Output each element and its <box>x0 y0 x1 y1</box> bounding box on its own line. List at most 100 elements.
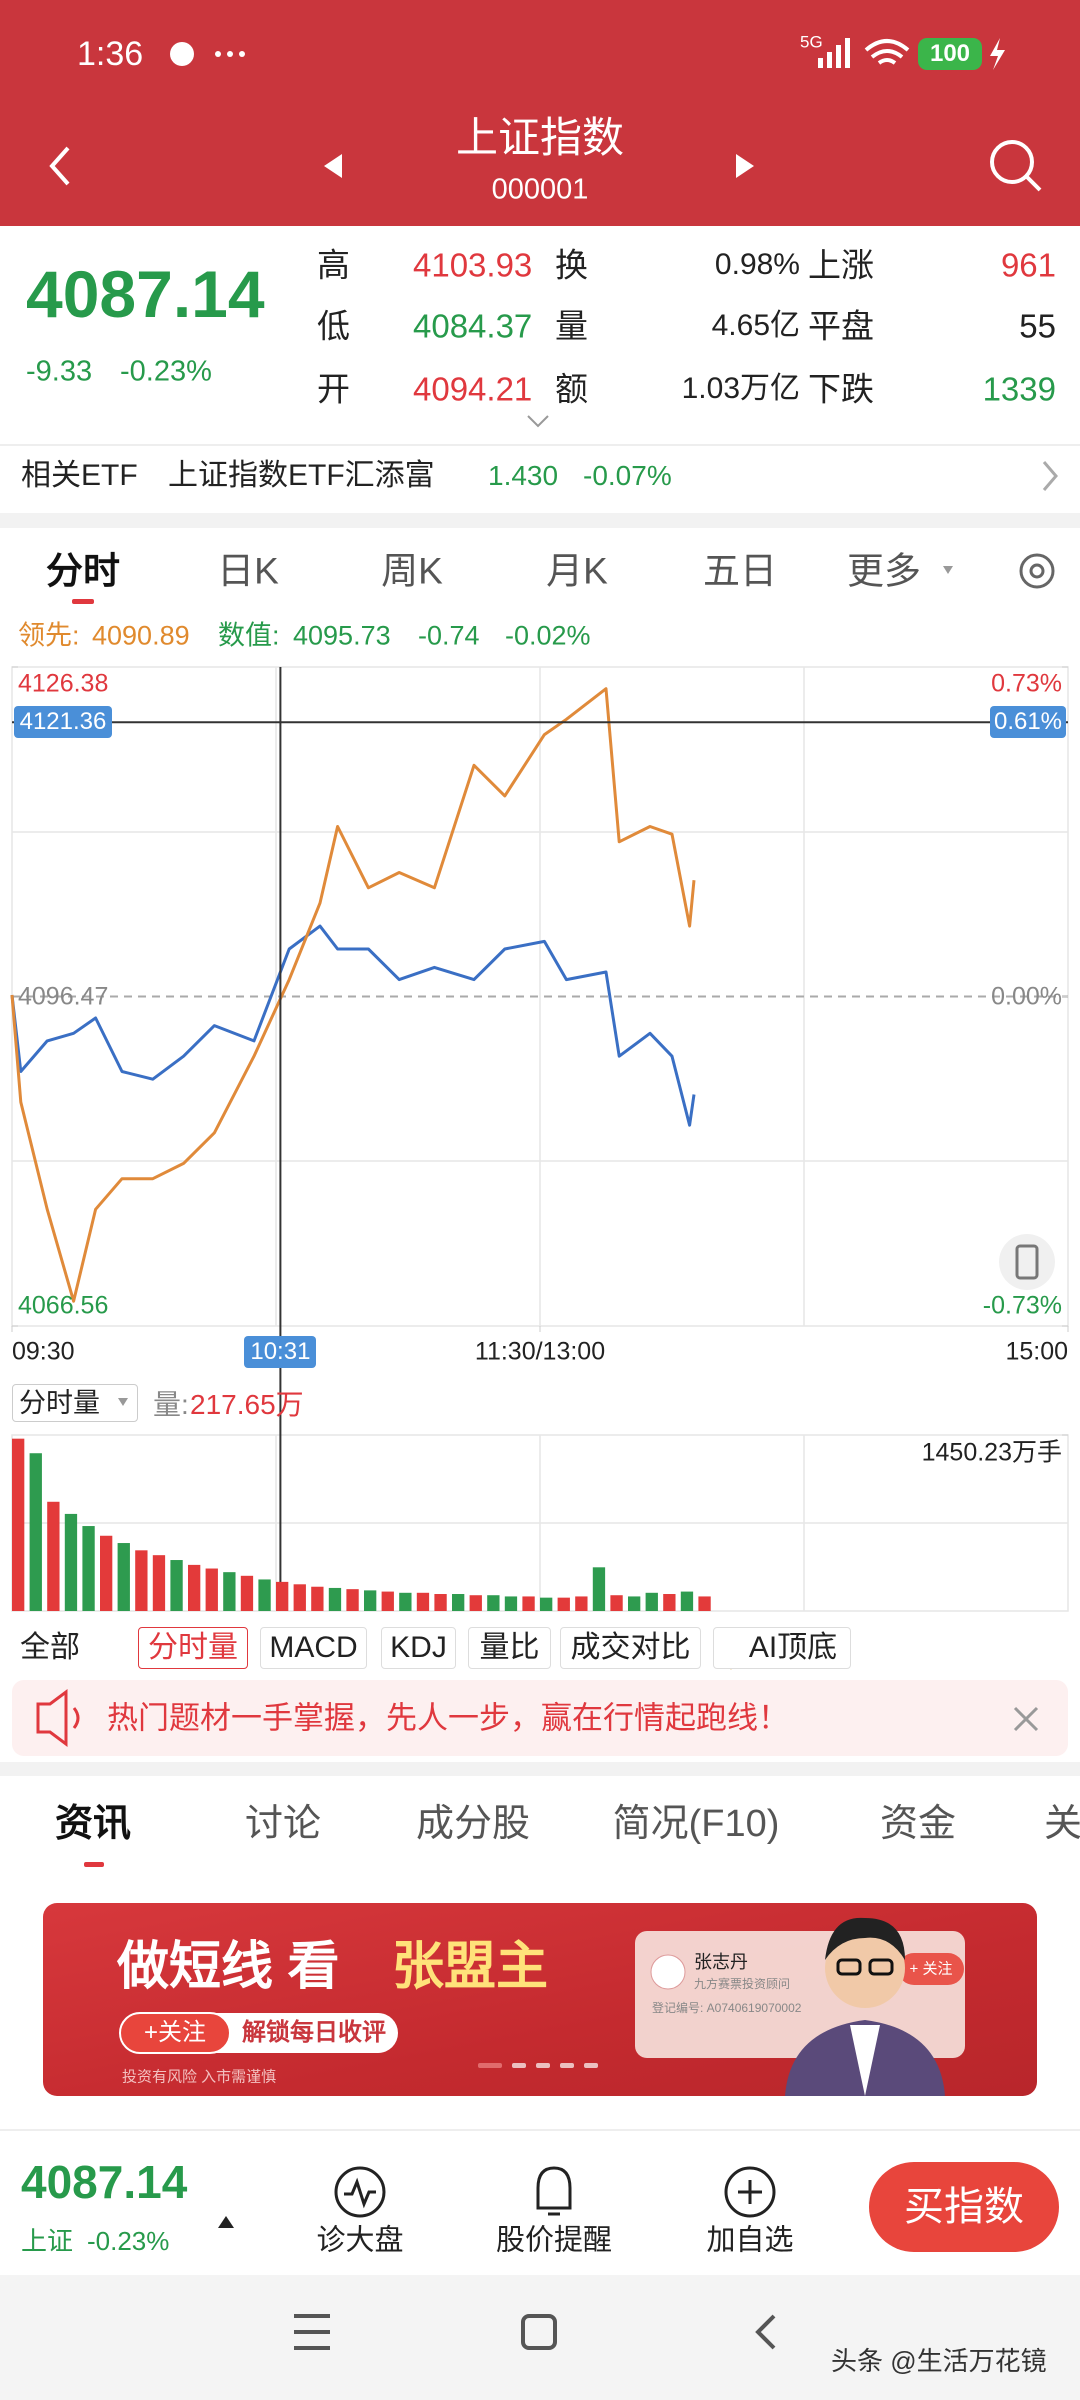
search-button[interactable] <box>990 140 1034 184</box>
stat-label: 下跌 <box>808 370 874 408</box>
indicator-button[interactable]: 分时量 <box>138 1627 248 1669</box>
etf-arrow[interactable] <box>1042 461 1058 491</box>
news-tab[interactable]: 关 <box>1043 1803 1080 1845</box>
price-change-pct: -0.23% <box>120 355 212 388</box>
etf-name[interactable]: 上证指数ETF汇添富 <box>168 459 435 492</box>
indicator-button[interactable]: KDJ <box>381 1627 456 1669</box>
network-type: 5G <box>800 32 823 52</box>
action-label[interactable]: 股价提醒 <box>495 2224 613 2257</box>
more-dot <box>215 51 221 57</box>
indicator-button[interactable]: MACD <box>260 1627 367 1669</box>
volume-bar <box>170 1560 183 1611</box>
news-tab[interactable]: 讨论 <box>244 1803 322 1845</box>
stock-code: 000001 <box>491 173 589 206</box>
etf-change: -0.07% <box>583 460 672 491</box>
stat-value: 4084.37 <box>413 307 533 345</box>
dropdown-arrow <box>118 1398 128 1406</box>
crosshair-y2-label: 0.61% <box>990 706 1066 739</box>
action-label[interactable]: 诊大盘 <box>316 2224 404 2257</box>
volume-bar <box>504 1596 518 1611</box>
stat-label: 高 <box>317 246 350 284</box>
back-nav-button[interactable] <box>755 2314 776 2350</box>
advisor-title: 九方赛票投资顾问 <box>694 1977 791 1991</box>
alert-icon[interactable] <box>536 2166 572 2216</box>
news-tab[interactable]: 资讯 <box>54 1803 132 1845</box>
expand-chevron[interactable] <box>527 415 549 428</box>
volume-bar <box>698 1596 711 1611</box>
buy-button[interactable] <box>869 2162 1059 2252</box>
news-tab[interactable]: 成分股 <box>415 1803 531 1845</box>
stat-value: 4103.93 <box>413 246 533 284</box>
volume-total-label: 量: <box>153 1389 189 1420</box>
section-gap <box>0 513 1080 528</box>
charging-icon <box>990 38 1005 70</box>
stat-label: 上涨 <box>808 246 874 284</box>
diagnose-icon <box>344 2177 376 2209</box>
x-tick-label: 09:30 <box>12 1337 75 1366</box>
search-button <box>1024 174 1042 192</box>
ad-unlock[interactable]: 解锁每日收评 <box>242 2019 386 2046</box>
volume-bar <box>557 1597 570 1611</box>
home-button[interactable] <box>521 2314 557 2350</box>
next-button[interactable] <box>736 154 754 178</box>
ad-pill <box>119 2012 231 2054</box>
ad-follow[interactable]: +关注 <box>143 2019 207 2046</box>
close-button[interactable] <box>1013 1706 1039 1732</box>
y2-tick-label: 0.00% <box>991 982 1062 1010</box>
speaker-icon <box>36 1689 68 1747</box>
chart-tab[interactable]: 五日 <box>703 550 777 592</box>
volume-bar <box>416 1592 430 1611</box>
volume-bar <box>223 1572 236 1611</box>
bottom-name: 上证 <box>21 2226 74 2256</box>
rotate-button[interactable] <box>999 1234 1055 1290</box>
volume-bar <box>663 1594 676 1611</box>
notice-text[interactable]: 热门题材一手掌握，先人一步，赢在行情起跑线！ <box>107 1700 789 1736</box>
menu-button[interactable] <box>294 2314 330 2350</box>
stat-label: 换 <box>555 246 588 284</box>
readout-value: 4090.89 <box>92 620 190 651</box>
current-price: 4087.14 <box>26 257 265 331</box>
chart-tab[interactable]: 月K <box>546 550 608 592</box>
settings-button[interactable] <box>1019 553 1055 589</box>
carousel-dots <box>478 2063 598 2068</box>
news-tab[interactable]: 简况(F10) <box>612 1803 780 1845</box>
back-button[interactable] <box>49 146 70 186</box>
advisor-follow[interactable]: + 关注 <box>909 1960 953 1978</box>
chart-tab[interactable]: 更多 <box>847 550 921 592</box>
etf-label[interactable]: 相关ETF <box>21 459 138 492</box>
volume-bar <box>29 1453 42 1611</box>
volume-bar <box>135 1550 148 1611</box>
y-tick-label: 1450.23万手 <box>921 1438 1062 1467</box>
stat-value: 1.03万亿 <box>681 372 800 405</box>
more-dot <box>227 51 233 57</box>
indicator-button[interactable]: AI顶底 <box>713 1627 851 1669</box>
volume-bar <box>645 1592 658 1611</box>
tab-indicator <box>84 1862 104 1867</box>
prev-button[interactable] <box>324 154 342 178</box>
volume-selector[interactable]: 分时量 <box>12 1384 138 1422</box>
bottom-price: 4087.14 <box>21 2156 188 2208</box>
crosshair-x-label: 10:31 <box>244 1336 317 1368</box>
chart-tab[interactable]: 日K <box>217 550 279 592</box>
chart-tab[interactable]: 分时 <box>46 550 120 592</box>
indicator-button[interactable]: 量比 <box>468 1627 551 1669</box>
news-tab[interactable]: 资金 <box>879 1803 957 1845</box>
stat-label: 平盘 <box>808 307 874 345</box>
volume-bar <box>205 1568 218 1611</box>
action-label[interactable]: 加自选 <box>706 2224 794 2257</box>
y2-tick-label: 0.73% <box>991 669 1062 698</box>
diagnose-icon[interactable] <box>334 2166 386 2218</box>
readout-value: 4095.73 <box>293 620 391 651</box>
stat-value: 0.98% <box>714 248 800 281</box>
indicator-button[interactable]: 全部 <box>12 1627 125 1669</box>
add-icon[interactable] <box>724 2166 776 2218</box>
stat-label: 额 <box>555 370 588 408</box>
indicator-button[interactable]: 成交对比 <box>560 1627 701 1669</box>
volume-bar <box>152 1555 166 1611</box>
buy-label[interactable]: 买指数 <box>904 2185 1024 2229</box>
volume-bar <box>381 1591 394 1611</box>
readout-change: -0.74 <box>418 620 480 651</box>
stat-label: 开 <box>317 370 350 408</box>
chart-tab[interactable]: 周K <box>381 550 443 592</box>
